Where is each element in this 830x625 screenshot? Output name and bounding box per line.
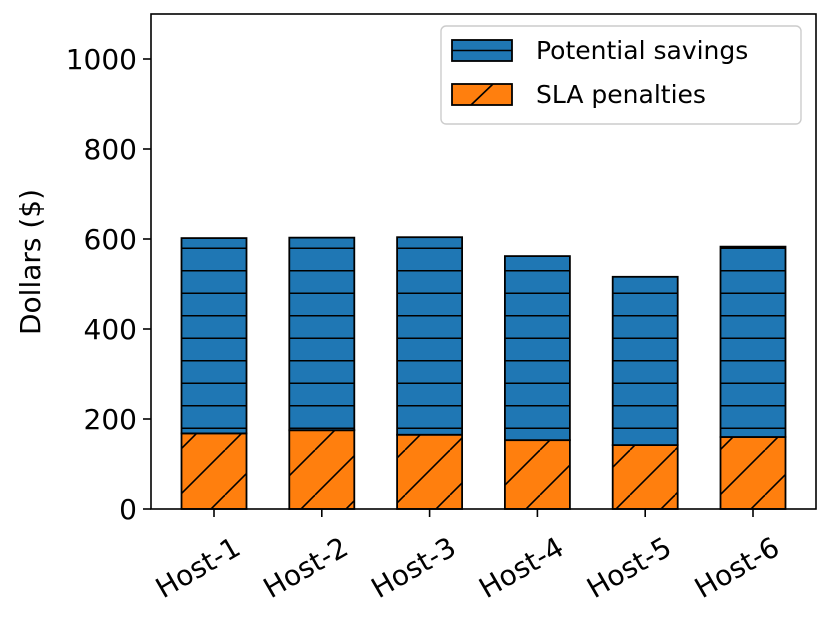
bar-sla-penalties-host-3 [396,433,464,510]
legend-item-potential-savings: Potential savings [451,36,748,65]
legend-label: SLA penalties [536,80,706,109]
legend-swatch-border [451,83,513,106]
y-tick-label: 1000 [66,43,137,76]
bar-hatch [180,237,248,435]
bar-hatch [719,436,787,510]
legend-label: Potential savings [536,36,748,65]
bar-potential-savings-host-4 [503,255,571,442]
bar-potential-savings-host-5 [611,275,679,446]
x-tick-label: Host-3 [366,530,462,604]
x-tick-label: Host-4 [473,530,569,604]
bar-hatch [719,245,787,438]
bar-hatch [503,255,571,442]
x-tick-label: Host-2 [258,530,354,604]
y-tick-label: 400 [84,313,137,346]
y-tick-label: 200 [84,403,137,436]
bar-sla-penalties-host-4 [503,439,571,510]
bar-sla-penalties-host-1 [180,432,248,510]
bar-hatch [288,236,356,432]
bar-hatch [611,275,679,446]
bar-sla-penalties-host-6 [719,436,787,510]
legend-swatch-border [451,39,513,62]
bar-hatch [288,429,356,510]
bar-sla-penalties-host-5 [611,444,679,510]
bar-potential-savings-host-1 [180,237,248,435]
legend-box [440,25,802,125]
x-tick-label: Host-1 [150,530,246,604]
bar-hatch [396,433,464,510]
bar-hatch [611,444,679,510]
y-tick-label: 800 [84,133,137,166]
plot-frame [150,13,817,510]
bar-hatch [180,432,248,510]
bar-potential-savings-host-3 [396,236,464,436]
x-tick-label: Host-5 [581,530,677,604]
x-tick-label: Host-6 [689,530,785,604]
y-tick-label: 600 [84,223,137,256]
bar-hatch [503,439,571,510]
legend-hatch [470,83,494,106]
legend-item-sla-penalties: SLA penalties [451,80,706,109]
y-tick-label: 0 [119,493,137,526]
legend: Potential savings SLA penalties [440,25,802,125]
bar-potential-savings-host-6 [719,245,787,438]
bar-potential-savings-host-2 [288,236,356,432]
bar-sla-penalties-host-2 [288,429,356,510]
bar-hatch [396,236,464,436]
y-axis-title: Dollars ($) [14,189,47,335]
